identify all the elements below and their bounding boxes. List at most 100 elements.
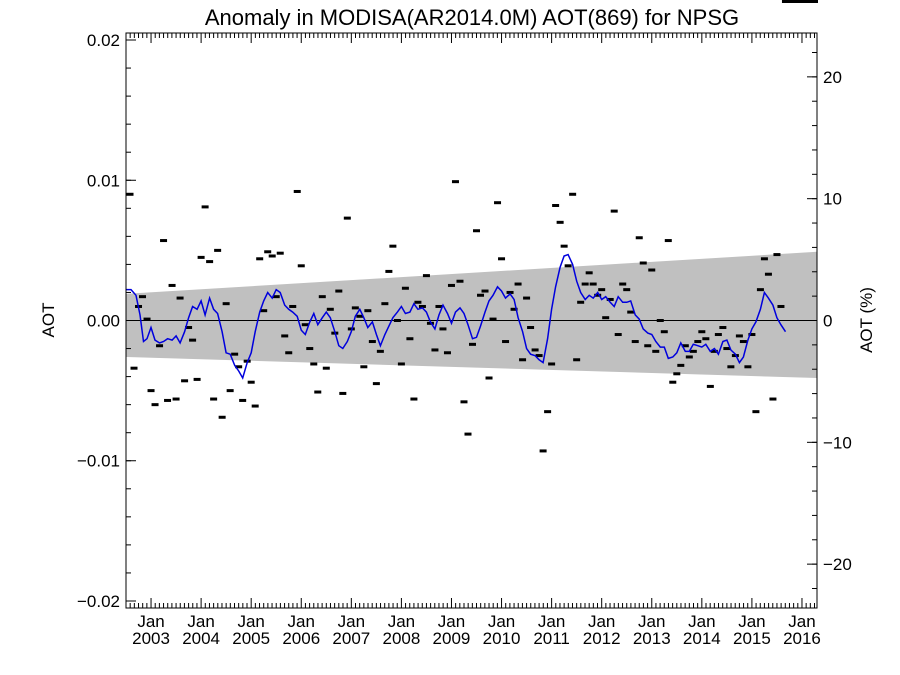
data-point xyxy=(197,255,205,259)
y-axis-label-left: AOT xyxy=(39,303,58,338)
data-point xyxy=(514,282,522,286)
data-point xyxy=(577,300,585,304)
data-point xyxy=(460,400,468,404)
y-left-tick-label: −0.02 xyxy=(77,592,120,611)
data-point xyxy=(506,290,514,294)
data-point xyxy=(251,404,259,408)
data-point xyxy=(351,306,359,310)
x-tick-month-label: Jan xyxy=(788,612,815,631)
data-point xyxy=(539,449,547,453)
x-tick-year-label: 2008 xyxy=(382,629,420,648)
y-axis-label-right: AOT (%) xyxy=(857,287,876,353)
data-point xyxy=(777,304,785,308)
data-point xyxy=(477,293,485,297)
data-point xyxy=(447,283,455,287)
x-tick-year-label: 2011 xyxy=(533,629,570,648)
data-point xyxy=(469,342,477,346)
data-point xyxy=(639,261,647,265)
data-point xyxy=(281,334,289,338)
data-point xyxy=(231,352,239,356)
x-tick-month-label: Jan xyxy=(738,612,765,631)
data-point xyxy=(698,330,706,334)
data-point xyxy=(297,264,305,268)
x-tick-month-label: Jan xyxy=(688,612,715,631)
data-point xyxy=(181,379,189,383)
x-tick-month-label: Jan xyxy=(438,612,465,631)
x-tick-month-label: Jan xyxy=(137,612,164,631)
data-point xyxy=(176,296,184,300)
data-point xyxy=(689,349,697,353)
data-point xyxy=(239,398,247,402)
x-tick-month-label: Jan xyxy=(538,612,565,631)
data-point xyxy=(385,269,393,273)
data-point xyxy=(435,304,443,308)
data-point xyxy=(489,317,497,321)
x-tick-year-label: 2012 xyxy=(583,629,621,648)
data-point xyxy=(710,349,718,353)
x-tick-month-label: Jan xyxy=(237,612,264,631)
data-point xyxy=(589,282,597,286)
data-point xyxy=(381,302,389,306)
data-point xyxy=(130,366,138,370)
data-point xyxy=(393,319,401,322)
y-right-tick-label: 0 xyxy=(823,312,832,331)
chart-title: Anomaly in MODISA(AR2014.0M) AOT(869) fo… xyxy=(205,5,739,30)
data-point xyxy=(602,316,610,320)
data-point xyxy=(485,376,493,380)
data-point xyxy=(581,282,589,286)
data-point xyxy=(548,362,556,366)
data-point xyxy=(264,250,272,254)
data-point xyxy=(694,340,702,344)
data-point xyxy=(789,0,797,3)
x-tick-year-label: 2006 xyxy=(282,629,320,648)
data-point xyxy=(727,365,735,369)
y-right-tick-label: −10 xyxy=(823,433,852,452)
y-left-tick-label: 0.00 xyxy=(87,312,120,331)
data-point xyxy=(473,229,481,233)
y-right-tick-label: 10 xyxy=(823,190,842,209)
data-point xyxy=(660,330,668,334)
y-left-tick-label: 0.02 xyxy=(87,31,120,50)
data-point xyxy=(664,239,672,243)
data-point xyxy=(368,340,376,344)
data-point xyxy=(535,354,543,358)
data-point xyxy=(623,288,631,292)
data-point xyxy=(573,358,581,362)
data-point xyxy=(439,327,447,331)
data-point xyxy=(156,344,164,348)
x-tick-year-label: 2016 xyxy=(783,629,821,648)
data-point xyxy=(744,365,752,369)
x-tick-year-label: 2003 xyxy=(132,629,170,648)
data-point xyxy=(285,351,293,355)
y-right-tick-label: 20 xyxy=(823,68,842,87)
data-point xyxy=(343,216,351,220)
data-point xyxy=(677,363,685,367)
data-point xyxy=(764,272,772,276)
data-point xyxy=(552,204,560,207)
data-point xyxy=(802,0,810,3)
x-tick-month-label: Jan xyxy=(488,612,515,631)
y-left-tick-label: 0.01 xyxy=(87,171,120,190)
x-tick-year-label: 2013 xyxy=(633,629,671,648)
data-point xyxy=(226,389,234,393)
data-point xyxy=(531,348,539,352)
data-point xyxy=(260,309,268,313)
data-point xyxy=(160,239,168,243)
data-point xyxy=(289,304,297,308)
data-point xyxy=(164,398,172,402)
data-point xyxy=(527,326,535,330)
data-point xyxy=(519,358,527,362)
x-tick-year-label: 2010 xyxy=(483,629,521,648)
data-point xyxy=(143,317,151,321)
data-point xyxy=(214,248,222,252)
data-point xyxy=(773,253,781,257)
data-point xyxy=(564,264,572,268)
data-point xyxy=(560,244,568,248)
data-point xyxy=(569,192,577,196)
data-point xyxy=(335,289,343,293)
data-point xyxy=(502,340,510,344)
data-point xyxy=(306,347,314,351)
data-point xyxy=(585,271,593,275)
x-tick-month-label: Jan xyxy=(338,612,365,631)
data-point xyxy=(414,300,422,304)
